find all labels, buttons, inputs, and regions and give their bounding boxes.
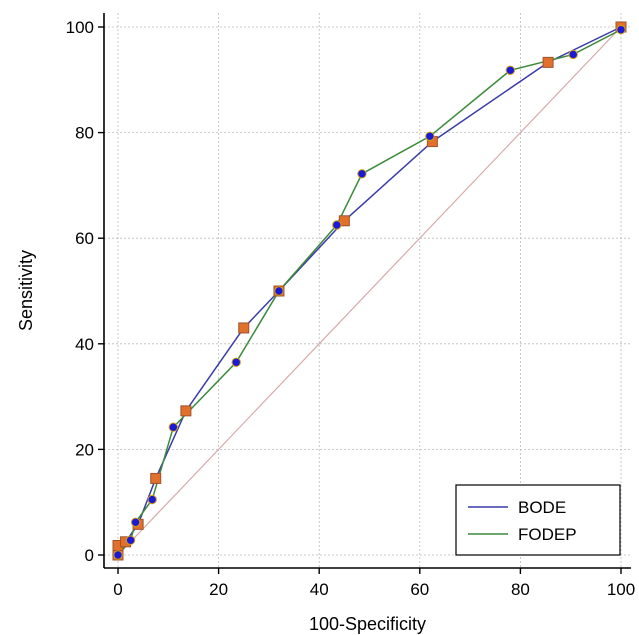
legend-label-fodep: FODEP bbox=[518, 525, 577, 544]
data-point-fodep bbox=[505, 65, 516, 75]
y-tick-label: 100 bbox=[66, 18, 94, 37]
x-axis-label: 100-Specificity bbox=[309, 614, 426, 634]
data-point-fodep bbox=[425, 131, 435, 141]
data-point-fodep bbox=[125, 535, 136, 545]
axis-layer bbox=[98, 13, 631, 574]
x-tick-label: 40 bbox=[310, 580, 329, 599]
data-point-bode bbox=[238, 322, 250, 334]
y-tick-label: 80 bbox=[75, 124, 94, 143]
legend-box bbox=[455, 484, 621, 556]
data-point-fodep bbox=[274, 286, 284, 296]
y-tick-label: 20 bbox=[75, 440, 94, 459]
data-point-fodep bbox=[168, 422, 179, 432]
data-point-fodep bbox=[332, 220, 342, 230]
y-axis-label: Sensitivity bbox=[16, 250, 36, 331]
tick-label-layer: 0 20 40 60 80 100 0 20 40 60 80 100 bbox=[66, 18, 636, 599]
data-point-fodep bbox=[130, 517, 141, 527]
data-point-fodep bbox=[357, 169, 367, 179]
legend-label-bode: BODE bbox=[518, 498, 566, 517]
data-point-bode bbox=[180, 405, 192, 417]
data-point-bode bbox=[150, 472, 162, 484]
data-point-bode bbox=[542, 56, 554, 68]
x-tick-label: 20 bbox=[209, 580, 228, 599]
y-tick-label: 0 bbox=[85, 546, 94, 565]
x-tick-label: 100 bbox=[607, 580, 635, 599]
x-tick-label: 60 bbox=[410, 580, 429, 599]
grid-layer bbox=[104, 13, 631, 568]
data-point-bode bbox=[338, 215, 350, 227]
y-tick-label: 60 bbox=[75, 229, 94, 248]
series-layer bbox=[112, 21, 627, 561]
reference-line-layer bbox=[117, 26, 622, 556]
reference-diagonal bbox=[117, 26, 622, 556]
data-point-fodep bbox=[147, 494, 157, 505]
data-point-fodep bbox=[616, 24, 626, 35]
data-point-fodep bbox=[231, 357, 241, 367]
data-point-fodep bbox=[113, 550, 123, 560]
x-tick-label: 0 bbox=[113, 580, 122, 599]
data-point-fodep bbox=[568, 49, 578, 60]
y-tick-label: 40 bbox=[75, 335, 94, 354]
legend: BODE FODEP bbox=[455, 484, 621, 556]
x-tick-label: 80 bbox=[511, 580, 530, 599]
